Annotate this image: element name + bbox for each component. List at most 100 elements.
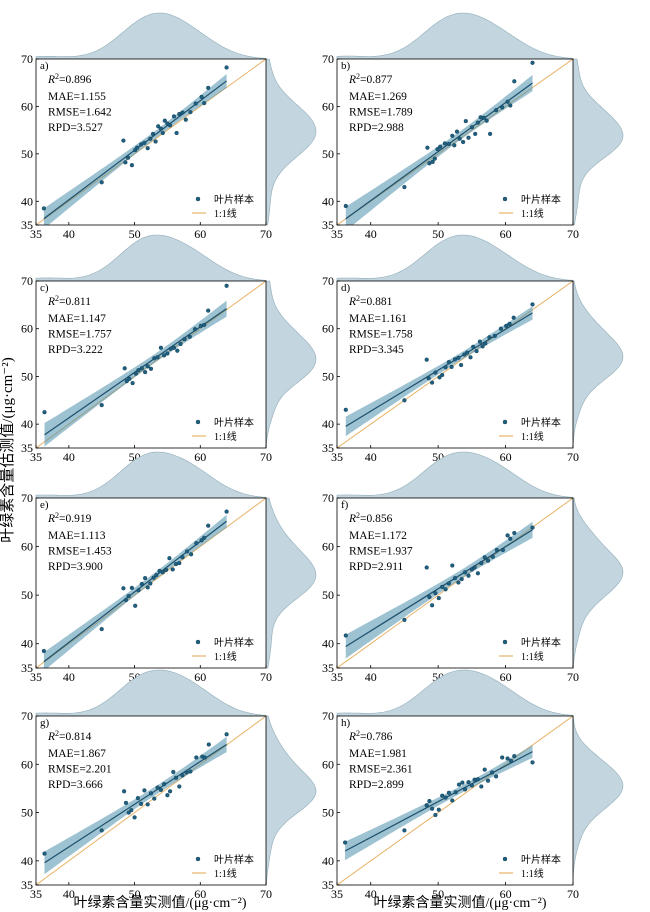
data-point	[443, 795, 448, 800]
data-point	[151, 575, 156, 580]
data-point	[424, 803, 429, 808]
plot-area	[36, 59, 266, 225]
stat-r2-symbol: R	[348, 296, 356, 308]
x-tick-label: 70	[567, 227, 579, 241]
data-point	[425, 145, 430, 150]
data-point	[193, 101, 198, 106]
y-tick-label: 60	[322, 322, 334, 336]
data-point	[199, 94, 204, 99]
data-point	[165, 793, 170, 798]
y-tick-label: 40	[21, 637, 33, 651]
x-tick-label: 70	[260, 450, 272, 464]
data-point	[162, 353, 167, 358]
stat-r2-exponent: 2	[55, 294, 59, 303]
stat-r2-symbol: R	[348, 513, 356, 525]
data-point	[155, 785, 160, 790]
x-tick-label: 40	[63, 450, 75, 464]
data-point	[452, 575, 458, 581]
x-axis-label-right: 叶绿素含量实测值/(μg·cm⁻²)	[373, 895, 546, 911]
y-density-curve	[265, 715, 317, 886]
x-tick-label: 70	[567, 450, 579, 464]
data-point	[152, 796, 157, 801]
data-point	[433, 591, 438, 596]
x-density-curve	[35, 12, 267, 60]
data-point	[530, 302, 535, 307]
data-point	[472, 565, 477, 570]
stat-rpd: RPD=3.222	[48, 344, 103, 356]
data-point	[343, 840, 348, 845]
stat-rpd: RPD=3.666	[48, 779, 103, 791]
data-point	[42, 410, 47, 415]
data-point	[430, 806, 435, 811]
y-tick-label: 40	[21, 194, 33, 208]
data-point	[143, 370, 148, 375]
y-tick-label: 70	[322, 491, 334, 505]
data-point	[127, 376, 132, 381]
legend-label-sample: 叶片样本	[521, 416, 561, 429]
plot-area	[36, 498, 266, 668]
x-axis-label-left: 叶绿素含量实测值/(μg·cm⁻²)	[73, 895, 246, 911]
data-point	[433, 370, 438, 375]
data-point	[512, 753, 517, 759]
data-point	[129, 585, 134, 590]
data-point	[459, 576, 464, 582]
stat-r2-value: =0.896	[59, 74, 92, 86]
plot-area	[337, 498, 573, 668]
data-point	[436, 807, 441, 812]
data-point	[436, 595, 441, 601]
data-point	[453, 790, 458, 795]
data-point	[153, 139, 158, 144]
data-point	[512, 79, 517, 84]
x-tick-label: 60	[194, 670, 206, 684]
y-tick-label: 60	[21, 322, 33, 336]
data-point	[446, 581, 451, 586]
data-point	[482, 767, 487, 772]
data-point	[494, 108, 499, 113]
x-tick-label: 60	[500, 450, 512, 464]
x-tick-label: 35	[331, 227, 343, 241]
stat-rmse: RMSE=1.789	[349, 107, 413, 119]
legend-marker-sample	[502, 419, 508, 425]
data-point	[160, 570, 165, 575]
stat-rmse: RMSE=1.642	[48, 107, 112, 119]
data-point	[206, 85, 211, 90]
data-point	[432, 156, 437, 161]
data-point	[440, 793, 445, 798]
data-point	[343, 203, 348, 209]
y-tick-label: 35	[322, 878, 334, 892]
x-tick-label: 70	[567, 887, 579, 901]
y-tick-label: 60	[21, 99, 33, 113]
stat-r2-exponent: 2	[55, 72, 59, 81]
stat-rmse: RMSE=2.361	[349, 764, 413, 776]
data-point	[129, 808, 134, 813]
stat-r2-value: =0.814	[59, 731, 92, 743]
data-point	[456, 580, 461, 585]
legend-label-identity: 1:1线	[214, 430, 237, 443]
y-tick-label: 35	[21, 218, 33, 232]
data-point	[402, 617, 407, 622]
stat-mae: MAE=1.161	[349, 313, 407, 325]
plot-frame	[336, 715, 574, 886]
y-tick-label: 70	[21, 274, 33, 288]
data-point	[463, 118, 468, 124]
data-point	[484, 118, 489, 123]
legend-label-identity: 1:1线	[521, 207, 544, 220]
data-point	[160, 130, 165, 136]
stat-r2: R2=0.881	[348, 294, 393, 309]
plot-frame	[35, 715, 267, 886]
stat-rpd: RPD=2.899	[349, 779, 404, 791]
y-tick-label: 70	[322, 274, 334, 288]
data-point	[150, 131, 156, 136]
y-density-curve	[265, 497, 317, 669]
x-tick-label: 50	[129, 227, 141, 241]
data-point	[184, 770, 189, 775]
x-tick-label: 70	[260, 887, 272, 901]
identity-line	[337, 281, 573, 448]
data-point	[171, 114, 177, 119]
data-point	[125, 155, 131, 160]
